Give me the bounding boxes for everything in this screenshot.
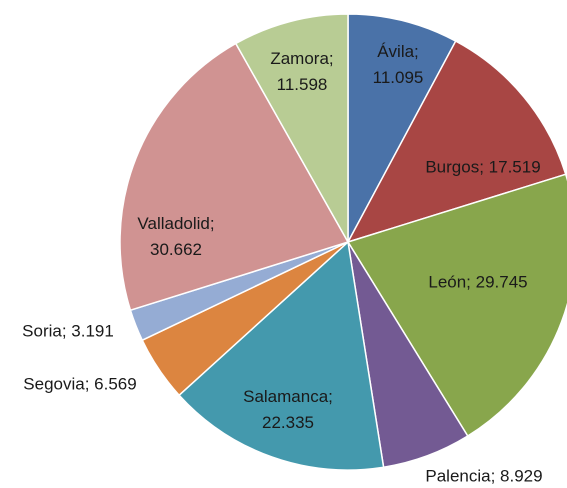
- data-label: Zamora; 11.598: [270, 49, 333, 94]
- pie-slice: [346, 173, 567, 438]
- data-label: Palencia; 8.929: [425, 466, 542, 485]
- data-label: Segovia; 6.569: [23, 374, 136, 393]
- pie-slice: [178, 240, 385, 471]
- data-label-line: 22.335: [262, 413, 314, 432]
- data-label: Burgos; 17.519: [425, 157, 540, 176]
- data-label-line: Salamanca;: [243, 387, 333, 406]
- data-label: Valladolid; 30.662: [137, 214, 214, 259]
- data-label: Salamanca; 22.335: [243, 387, 333, 432]
- pie-slice: [346, 40, 567, 244]
- data-label: Soria; 3.191: [22, 321, 114, 340]
- pie-slice: [119, 42, 350, 312]
- data-label-line: 11.095: [373, 68, 424, 87]
- pie-slice: [347, 13, 457, 243]
- data-label-line: Valladolid;: [137, 214, 214, 233]
- data-label-line: 30.662: [150, 240, 202, 259]
- data-label-line: Ávila;: [377, 42, 419, 61]
- data-label: León; 29.745: [428, 272, 527, 291]
- data-label: Ávila; 11.095: [373, 42, 424, 87]
- data-label-line: Zamora;: [270, 49, 333, 68]
- data-label-line: 11.598: [277, 75, 328, 94]
- pie-slice: [234, 13, 349, 245]
